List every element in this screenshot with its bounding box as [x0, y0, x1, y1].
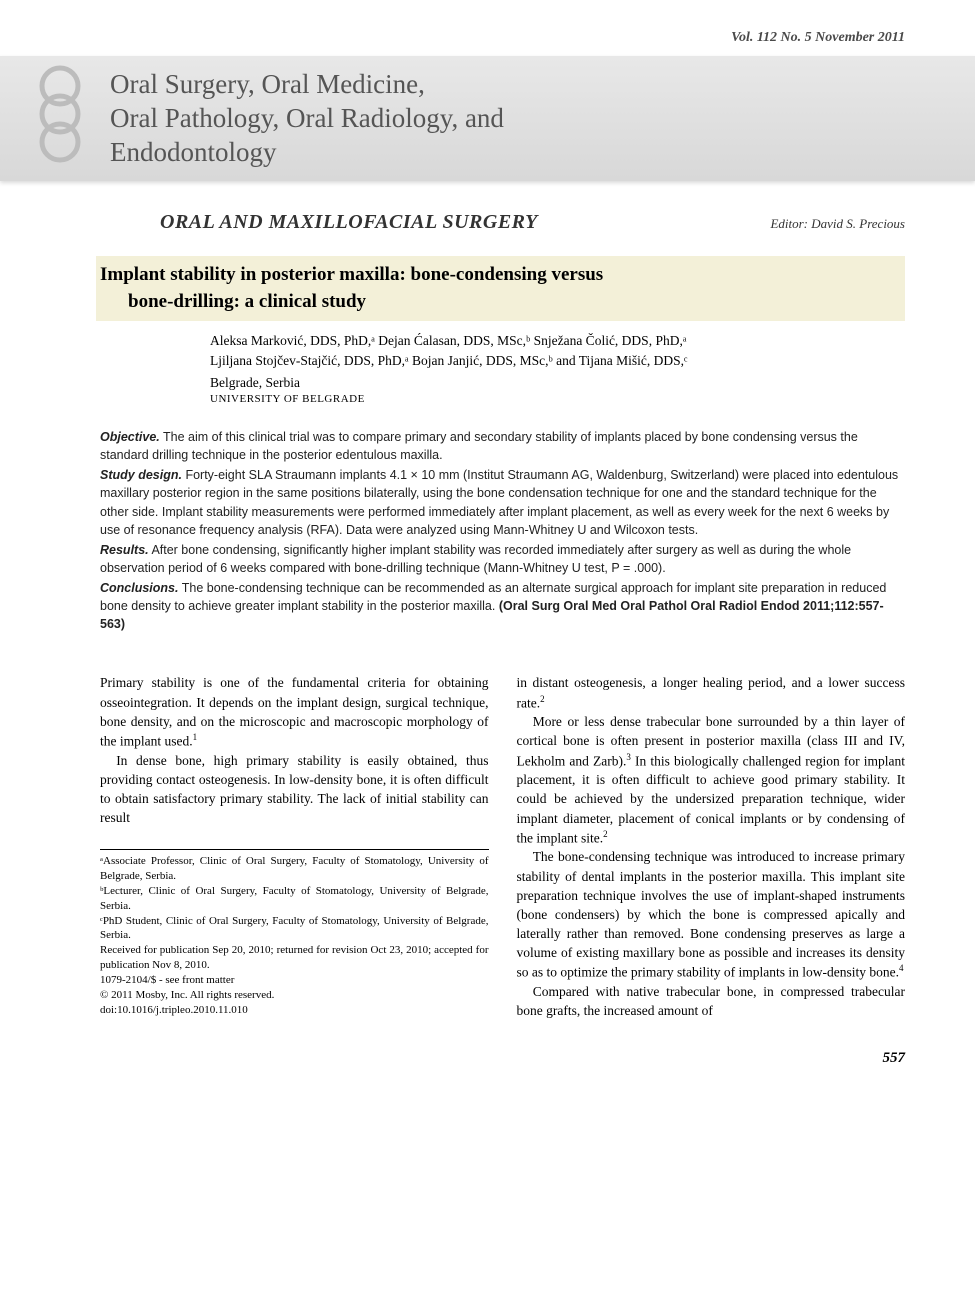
body-column-left: Primary stability is one of the fundamen… — [100, 673, 489, 1020]
issue-line: Vol. 112 No. 5 November 2011 — [100, 30, 905, 46]
abstract-design-heading: Study design. — [100, 468, 182, 482]
abstract-objective-heading: Objective. — [100, 430, 160, 444]
abstract-objective-text: The aim of this clinical trial was to co… — [100, 430, 858, 462]
footnote-issn: 1079-2104/$ - see front matter — [100, 973, 489, 988]
body-r-p1: in distant osteogenesis, a longer healin… — [517, 675, 906, 710]
article-title-line1: Implant stability in posterior maxilla: … — [100, 264, 603, 285]
authors-location: Belgrade, Serbia — [210, 373, 905, 393]
footnote-b: ᵇLecturer, Clinic of Oral Surgery, Facul… — [100, 884, 489, 914]
body-r-p3: The bone-condensing technique was introd… — [517, 849, 906, 979]
section-header-row: ORAL AND MAXILLOFACIAL SURGERY Editor: D… — [100, 211, 905, 234]
authors-line-1: Aleksa Marković, DDS, PhD,ᵃ Dejan Ćalasa… — [210, 331, 905, 351]
article-title: Implant stability in posterior maxilla: … — [96, 256, 905, 321]
ref-4: 4 — [899, 963, 904, 973]
footnote-a: ᵃAssociate Professor, Clinic of Oral Sur… — [100, 854, 489, 884]
body-column-right: in distant osteogenesis, a longer healin… — [517, 673, 906, 1020]
footnote-copyright: © 2011 Mosby, Inc. All rights reserved. — [100, 988, 489, 1003]
abstract-conclusions-heading: Conclusions. — [100, 581, 178, 595]
body-p1: Primary stability is one of the fundamen… — [100, 675, 489, 748]
interlocking-rings-icon — [30, 64, 90, 164]
abstract-results-heading: Results. — [100, 543, 149, 557]
footnote-doi: doi:10.1016/j.tripleo.2010.11.010 — [100, 1003, 489, 1018]
authors-block: Aleksa Marković, DDS, PhD,ᵃ Dejan Ćalasa… — [100, 331, 905, 408]
abstract-design-text: Forty-eight SLA Straumann implants 4.1 ×… — [100, 468, 898, 536]
editor-line: Editor: David S. Precious — [770, 216, 905, 232]
footnote-received: Received for publication Sep 20, 2010; r… — [100, 943, 489, 973]
ref-2a: 2 — [540, 694, 545, 704]
ref-1: 1 — [193, 732, 198, 742]
page-number: 557 — [100, 1050, 905, 1067]
authors-line-2: Ljiljana Stojčev-Stajčić, DDS, PhD,ᵃ Boj… — [210, 351, 905, 371]
abstract: Objective. The aim of this clinical tria… — [100, 428, 905, 633]
authors-institution: UNIVERSITY OF BELGRADE — [210, 392, 905, 408]
journal-title: Oral Surgery, Oral Medicine, Oral Pathol… — [110, 68, 504, 169]
body-columns: Primary stability is one of the fundamen… — [100, 673, 905, 1020]
footnotes: ᵃAssociate Professor, Clinic of Oral Sur… — [100, 849, 489, 1017]
section-name: ORAL AND MAXILLOFACIAL SURGERY — [160, 211, 538, 234]
footnote-c: ᶜPhD Student, Clinic of Oral Surgery, Fa… — [100, 914, 489, 944]
abstract-results-text: After bone condensing, significantly hig… — [100, 543, 851, 575]
journal-banner: Oral Surgery, Oral Medicine, Oral Pathol… — [0, 56, 975, 181]
body-p2: In dense bone, high primary stability is… — [100, 751, 489, 828]
body-r-p4: Compared with native trabecular bone, in… — [517, 982, 906, 1020]
ref-2b: 2 — [603, 829, 608, 839]
article-title-line2: bone-drilling: a clinical study — [100, 289, 895, 316]
